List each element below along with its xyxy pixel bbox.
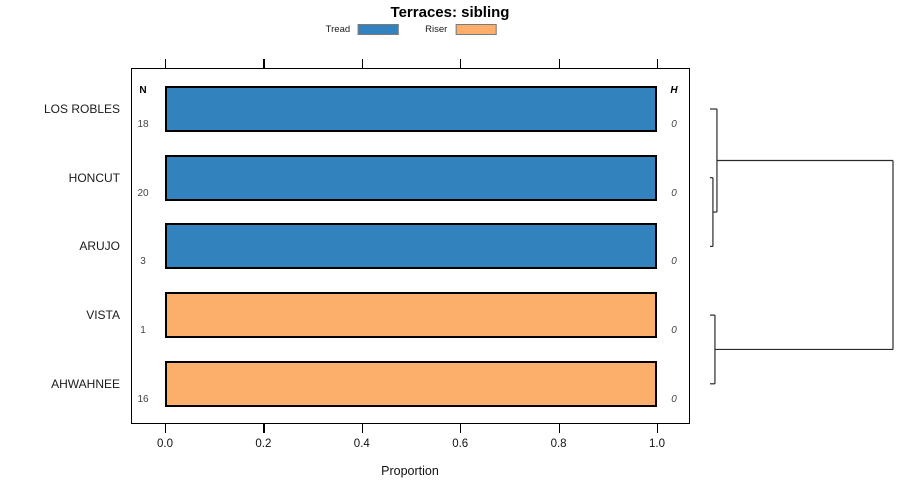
legend: Tread Riser bbox=[326, 24, 497, 35]
legend-item-riser: Riser bbox=[425, 24, 497, 35]
bottom-tick-mark bbox=[263, 424, 265, 433]
n-value: 16 bbox=[137, 393, 149, 405]
h-value: 0 bbox=[671, 325, 677, 337]
chart-title: Terraces: sibling bbox=[390, 4, 510, 21]
legend-swatch-tread bbox=[358, 24, 400, 35]
x-tick-label: 1.0 bbox=[649, 438, 665, 450]
h-value: 0 bbox=[671, 187, 677, 199]
bar bbox=[165, 154, 657, 201]
category-label: LOS ROBLES bbox=[43, 102, 120, 116]
x-tick-label: 0.8 bbox=[550, 438, 567, 450]
x-tick-label: 0.6 bbox=[452, 438, 469, 450]
n-value: 3 bbox=[140, 256, 146, 268]
bar bbox=[165, 360, 657, 407]
x-axis-title: Proportion bbox=[381, 464, 439, 478]
legend-label-tread: Tread bbox=[325, 24, 351, 35]
top-tick-mark bbox=[263, 59, 265, 68]
bottom-tick-mark bbox=[460, 424, 462, 433]
h-value: 0 bbox=[671, 119, 677, 130]
n-value: 1 bbox=[140, 325, 146, 337]
x-tick-label: 0.2 bbox=[255, 438, 272, 450]
top-tick-mark bbox=[165, 59, 167, 68]
legend-swatch-riser bbox=[455, 24, 497, 35]
n-value: 20 bbox=[137, 187, 149, 199]
n-column-header: N bbox=[139, 85, 147, 96]
h-column-header: H bbox=[670, 85, 678, 96]
h-value: 0 bbox=[671, 256, 677, 268]
top-tick-mark bbox=[558, 59, 560, 68]
bar bbox=[165, 86, 657, 132]
plot-box bbox=[131, 68, 690, 424]
category-label: ARUJO bbox=[79, 239, 120, 254]
x-tick-label: 0.4 bbox=[353, 438, 370, 450]
legend-label-riser: Riser bbox=[425, 24, 448, 35]
top-tick-mark bbox=[460, 59, 462, 68]
bottom-tick-mark bbox=[361, 424, 363, 433]
category-label: HONCUT bbox=[68, 170, 120, 185]
bottom-tick-mark bbox=[558, 424, 560, 433]
n-value: 18 bbox=[137, 119, 149, 130]
bar bbox=[165, 292, 657, 339]
category-label: VISTA bbox=[86, 308, 120, 323]
category-label: AHWAHNEE bbox=[51, 376, 120, 391]
bar bbox=[165, 223, 657, 270]
h-value: 0 bbox=[671, 393, 677, 405]
legend-item-tread: Tread bbox=[325, 24, 400, 35]
top-tick-mark bbox=[361, 59, 363, 68]
top-tick-mark bbox=[657, 59, 659, 68]
bottom-tick-mark bbox=[657, 424, 659, 433]
bottom-tick-mark bbox=[165, 424, 167, 433]
x-tick-label: 0.0 bbox=[157, 438, 173, 450]
